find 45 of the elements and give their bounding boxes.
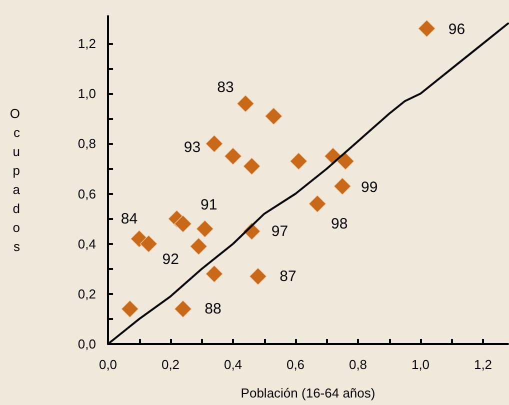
x-tick-label: 0,6 [286,357,305,372]
annotation: 98 [331,215,348,232]
point [336,152,354,170]
point [140,235,158,253]
point [196,220,214,238]
point [190,238,208,256]
annotation: 83 [217,79,234,96]
point [205,134,224,152]
point [174,300,192,318]
annotation: 91 [200,196,218,214]
point [242,157,261,176]
annotation: 88 [204,300,222,318]
y-tick-label: 1,2 [78,36,96,52]
point [308,194,326,213]
annotation: 92 [162,250,179,268]
annotation: 87 [280,268,296,285]
x-tick-label: 1,2 [474,357,492,372]
point [290,152,308,170]
x-tick-label: 0,8 [348,357,368,372]
y-tick-label: 0,4 [78,236,96,252]
y-tick-label: 0,2 [78,286,96,302]
x-tick-label: 0,2 [161,357,180,372]
annotation: 96 [448,21,466,38]
y-tick-label: 0,6 [78,186,96,202]
x-tick-label: 1,0 [411,357,430,372]
x-tick-label: 0,0 [98,357,118,372]
point [264,107,282,125]
annotation: 97 [271,222,288,240]
point [224,147,242,166]
point [121,300,139,318]
x-axis-title: Población (16-64 años) [240,386,376,400]
point [205,265,224,283]
point [174,215,192,233]
point [249,268,267,286]
annotation: 84 [120,210,138,228]
annotation: 93 [184,139,201,156]
point [334,177,352,196]
y-tick-label: 1,0 [78,86,96,102]
point [418,20,436,38]
y-axis-title: Ocupados [10,106,21,254]
annotation: 99 [361,178,378,196]
y-tick-label: 0,8 [78,136,96,152]
x-tick-label: 0,4 [224,357,242,372]
point [236,94,254,112]
y-tick-label: 0,0 [78,336,96,352]
